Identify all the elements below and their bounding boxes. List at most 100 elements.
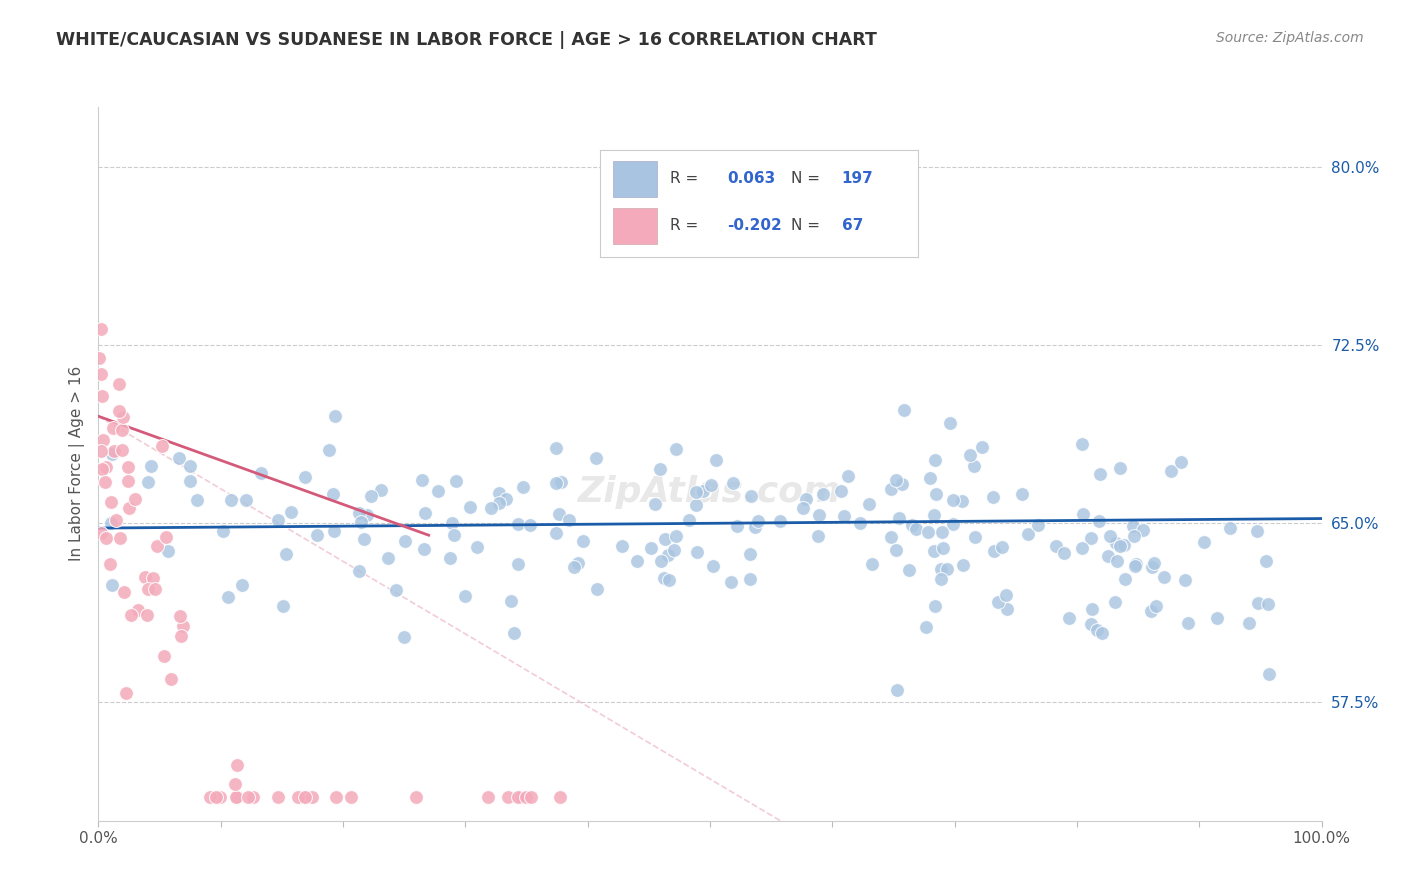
Point	[110, 442, 132, 457]
Point	[1123, 529, 1146, 543]
Point	[994, 588, 1017, 602]
Point	[347, 564, 370, 578]
Point	[172, 619, 194, 633]
Text: 0.063: 0.063	[727, 171, 775, 186]
Point	[287, 789, 309, 804]
Point	[117, 501, 139, 516]
Point	[685, 498, 707, 512]
Point	[1073, 507, 1095, 521]
Point	[93, 434, 115, 448]
Point	[1237, 615, 1260, 630]
Point	[394, 630, 416, 644]
Point	[477, 789, 499, 804]
Point	[879, 530, 901, 544]
Point	[155, 530, 177, 544]
Point	[90, 462, 112, 476]
Point	[292, 789, 315, 804]
Point	[901, 518, 924, 533]
Point	[250, 466, 273, 480]
Point	[100, 495, 122, 509]
Point	[987, 595, 1010, 609]
Point	[1071, 541, 1094, 555]
Point	[929, 562, 952, 576]
Point	[267, 789, 290, 804]
Point	[340, 789, 363, 804]
Point	[1081, 602, 1104, 616]
Point	[94, 460, 117, 475]
Point	[744, 520, 766, 534]
Point	[146, 539, 169, 553]
Point	[585, 451, 607, 466]
Point	[546, 441, 568, 455]
Point	[950, 494, 973, 508]
Point	[1045, 539, 1067, 553]
Point	[834, 509, 856, 524]
Point	[96, 531, 118, 545]
Point	[585, 582, 607, 597]
Point	[506, 558, 529, 572]
Point	[665, 529, 688, 543]
Point	[179, 474, 201, 488]
Point	[1090, 467, 1112, 481]
Point	[143, 582, 166, 596]
Point	[1011, 486, 1033, 500]
Point	[1059, 611, 1081, 625]
Point	[124, 492, 146, 507]
Point	[567, 556, 589, 570]
Point	[170, 629, 193, 643]
Point	[495, 491, 517, 506]
Point	[1177, 616, 1199, 631]
Point	[169, 609, 191, 624]
Point	[224, 777, 246, 791]
Point	[506, 516, 529, 531]
Point	[377, 550, 399, 565]
Point	[884, 543, 907, 558]
Point	[740, 490, 762, 504]
Point	[931, 541, 953, 555]
Point	[273, 599, 295, 613]
Point	[678, 512, 700, 526]
Point	[411, 473, 433, 487]
Point	[686, 545, 709, 559]
Point	[990, 540, 1012, 554]
Point	[90, 525, 112, 540]
Point	[626, 553, 648, 567]
Point	[108, 531, 131, 545]
Point	[557, 513, 579, 527]
Point	[427, 483, 450, 498]
Point	[931, 572, 953, 586]
Point	[103, 421, 125, 435]
Point	[111, 409, 134, 424]
Point	[664, 543, 686, 558]
Point	[100, 516, 122, 531]
Point	[648, 461, 671, 475]
Point	[108, 376, 131, 391]
Point	[512, 480, 534, 494]
Point	[1026, 518, 1049, 533]
Point	[104, 513, 127, 527]
Point	[640, 541, 662, 555]
Point	[1256, 554, 1278, 568]
Point	[738, 572, 761, 586]
Point	[465, 541, 488, 555]
Point	[747, 514, 769, 528]
Point	[101, 447, 124, 461]
Point	[318, 442, 340, 457]
Point	[1123, 559, 1146, 574]
FancyBboxPatch shape	[613, 208, 657, 244]
Point	[347, 506, 370, 520]
Text: 67: 67	[842, 219, 863, 234]
Point	[294, 789, 316, 804]
Point	[1174, 573, 1197, 587]
Point	[217, 590, 239, 604]
Point	[219, 493, 242, 508]
Point	[100, 578, 122, 592]
Point	[942, 493, 965, 508]
Point	[1080, 617, 1102, 632]
Point	[665, 442, 688, 456]
Point	[322, 487, 344, 501]
Point	[441, 516, 464, 530]
Point	[142, 571, 165, 585]
Point	[488, 486, 510, 500]
Point	[702, 559, 724, 574]
